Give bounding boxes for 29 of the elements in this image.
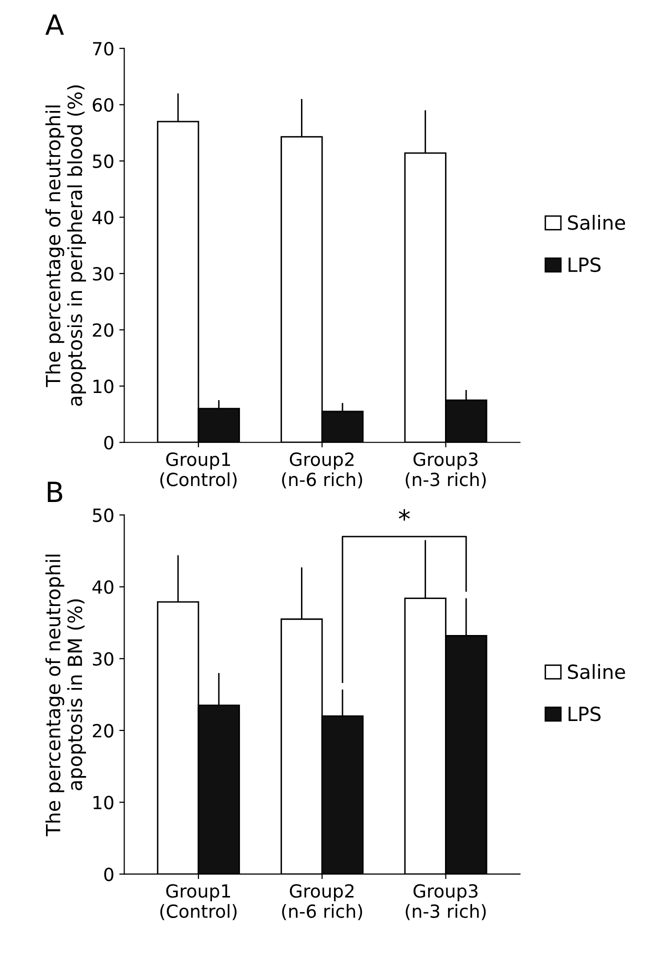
x-tick-label: Group1 (Control) xyxy=(160,452,237,488)
y-tick-label: 20 xyxy=(92,724,114,738)
y-tick-label: 50 xyxy=(92,508,114,522)
y-tick-label: 50 xyxy=(92,154,114,168)
y-tick-label: 70 xyxy=(93,42,114,56)
y-tick-label: 0 xyxy=(104,868,114,882)
x-tick-label: Group3 (n-3 rich) xyxy=(406,452,486,488)
x-tick-label: Group1 (Control) xyxy=(160,884,237,920)
legend-label: LPS xyxy=(568,257,601,272)
chart-title: A xyxy=(45,14,64,35)
legend-label: Saline xyxy=(568,214,626,230)
x-tick-label: Group2 (n-6 rich) xyxy=(282,884,362,920)
annotation: * xyxy=(398,509,410,521)
y-axis-title: The percentage of neutrophil apoptosis in BM (%) xyxy=(45,554,86,836)
x-tick-label: Group2 (n-6 rich) xyxy=(282,452,362,488)
y-tick-label: 60 xyxy=(92,98,114,112)
y-tick-label: 40 xyxy=(92,580,114,594)
x-tick-label: Group3 (n-3 rich) xyxy=(406,884,486,920)
y-tick-label: 20 xyxy=(92,323,114,337)
y-axis-title: The percentage of neutrophil apoptosis in peripheral blood (%) xyxy=(45,85,86,406)
chart-title: B xyxy=(48,482,62,502)
legend-label: LPS xyxy=(568,706,601,722)
y-tick-label: 40 xyxy=(92,210,114,224)
y-tick-label: 30 xyxy=(92,652,114,666)
y-tick-label: 0 xyxy=(104,436,114,450)
y-tick-label: 10 xyxy=(94,796,114,810)
legend-label: Saline xyxy=(568,664,626,680)
y-tick-label: 30 xyxy=(92,266,114,281)
y-tick-label: 10 xyxy=(94,380,114,394)
